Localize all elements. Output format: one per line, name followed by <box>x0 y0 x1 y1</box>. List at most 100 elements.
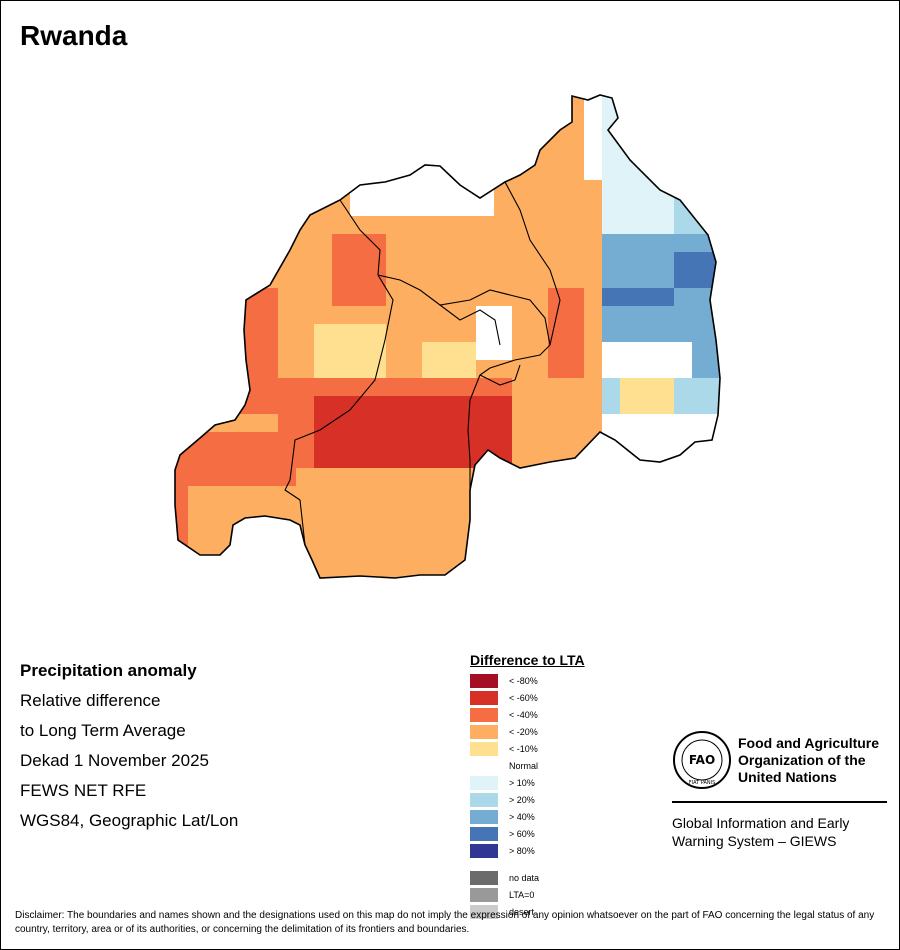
anomaly-cell <box>175 504 188 522</box>
anomaly-cell <box>548 342 566 360</box>
anomaly-cell <box>476 198 494 216</box>
anomaly-cell <box>638 108 656 126</box>
anomaly-cell <box>440 504 458 522</box>
legend-swatch <box>470 870 498 885</box>
anomaly-cell <box>620 378 638 396</box>
anomaly-cell <box>314 180 332 198</box>
anomaly-cell <box>602 252 620 270</box>
legend-item: desert <box>470 903 585 920</box>
anomaly-cell <box>710 468 720 486</box>
anomaly-cell <box>728 432 746 450</box>
anomaly-cell <box>548 414 566 432</box>
legend-item: > 10% <box>470 774 585 791</box>
anomaly-cell <box>404 216 422 234</box>
anomaly-cell <box>440 342 458 360</box>
anomaly-cell <box>566 558 584 576</box>
anomaly-cell <box>440 126 458 144</box>
anomaly-cell <box>242 450 260 468</box>
anomaly-cell <box>638 95 656 108</box>
anomaly-cell <box>548 504 566 522</box>
anomaly-cell <box>620 108 638 126</box>
anomaly-cell <box>422 486 440 504</box>
anomaly-cell <box>260 288 278 306</box>
anomaly-cell <box>368 468 386 486</box>
anomaly-cell <box>548 270 566 288</box>
anomaly-cell <box>386 504 404 522</box>
anomaly-cell <box>692 324 710 342</box>
anomaly-cell <box>386 558 404 576</box>
anomaly-cell <box>476 252 494 270</box>
anomaly-cell <box>278 576 296 578</box>
anomaly-cell <box>494 522 512 540</box>
anomaly-cell <box>422 378 440 396</box>
anomaly-cell <box>188 504 206 522</box>
anomaly-cell <box>368 360 386 378</box>
anomaly-cell <box>175 162 188 180</box>
anomaly-cell <box>260 95 278 108</box>
anomaly-cell <box>458 324 476 342</box>
anomaly-cell <box>602 450 620 468</box>
anomaly-cell <box>260 522 278 540</box>
anomaly-cell <box>368 126 386 144</box>
anomaly-cell <box>368 504 386 522</box>
anomaly-cell <box>638 198 656 216</box>
anomaly-cell <box>242 95 260 108</box>
anomaly-cell <box>206 486 224 504</box>
anomaly-cell <box>242 324 260 342</box>
legend-label: < -80% <box>509 675 538 686</box>
anomaly-cell <box>566 234 584 252</box>
anomaly-cell <box>440 540 458 558</box>
anomaly-cell <box>566 324 584 342</box>
anomaly-cell <box>530 270 548 288</box>
anomaly-cell <box>620 234 638 252</box>
anomaly-cell <box>260 396 278 414</box>
anomaly-cell <box>530 504 548 522</box>
anomaly-cell <box>656 378 674 396</box>
anomaly-cell <box>224 252 242 270</box>
anomaly-cell <box>206 324 224 342</box>
anomaly-cell <box>188 324 206 342</box>
anomaly-cell <box>638 144 656 162</box>
anomaly-cell <box>260 252 278 270</box>
anomaly-cell <box>278 126 296 144</box>
anomaly-cell <box>584 108 602 126</box>
anomaly-cell <box>512 540 530 558</box>
anomaly-cell <box>674 576 692 578</box>
anomaly-cell <box>242 270 260 288</box>
anomaly-cell <box>206 306 224 324</box>
anomaly-cell <box>386 234 404 252</box>
anomaly-cell <box>224 288 242 306</box>
anomaly-cell <box>674 486 692 504</box>
anomaly-cell <box>602 504 620 522</box>
anomaly-cell <box>638 522 656 540</box>
anomaly-cell <box>260 216 278 234</box>
anomaly-cell <box>728 162 746 180</box>
anomaly-cell <box>350 108 368 126</box>
anomaly-cell <box>602 576 620 578</box>
anomaly-cell <box>548 558 566 576</box>
anomaly-cell <box>692 540 710 558</box>
anomaly-cell <box>368 576 386 578</box>
anomaly-cell <box>710 540 720 558</box>
anomaly-cell <box>404 414 422 432</box>
anomaly-cell <box>175 180 188 198</box>
anomaly-cell <box>566 486 584 504</box>
anomaly-cell <box>422 576 440 578</box>
anomaly-cell <box>188 126 206 144</box>
anomaly-cell <box>314 576 332 578</box>
anomaly-cell <box>458 414 476 432</box>
anomaly-cell <box>188 234 206 252</box>
anomaly-cell <box>620 162 638 180</box>
anomaly-cell <box>422 306 440 324</box>
anomaly-cell <box>314 252 332 270</box>
anomaly-cell <box>530 342 548 360</box>
anomaly-cell <box>692 180 710 198</box>
anomaly-cell <box>602 234 620 252</box>
anomaly-cell <box>656 558 674 576</box>
legend-item: > 40% <box>470 808 585 825</box>
anomaly-cell <box>620 540 638 558</box>
anomaly-cell <box>530 576 548 578</box>
anomaly-cell <box>674 522 692 540</box>
anomaly-cell <box>656 486 674 504</box>
anomaly-cell <box>332 324 350 342</box>
